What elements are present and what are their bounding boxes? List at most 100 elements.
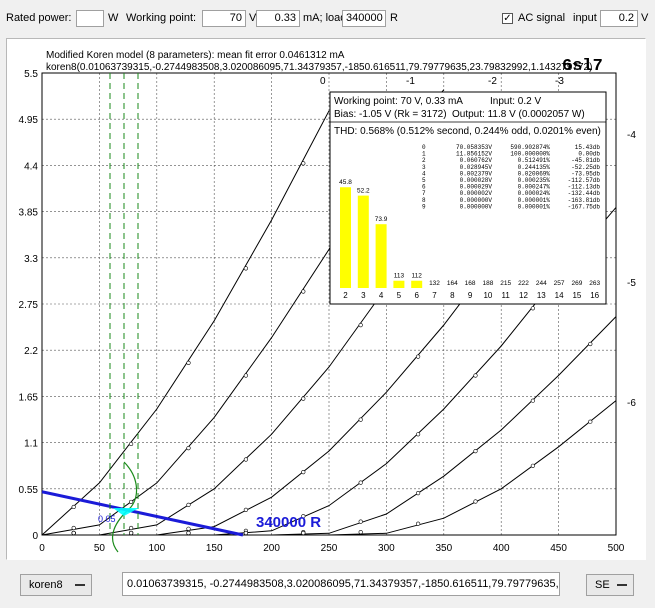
harmonic-cell: 0.512491% xyxy=(518,157,551,164)
rated-power-unit: W xyxy=(108,12,119,24)
harmonic-cell: 100.000000% xyxy=(510,151,550,158)
harmonic-cell: -132.44db xyxy=(568,190,601,197)
harmonic-bar-label: 188 xyxy=(482,280,493,287)
harmonic-cell: 0.000000V xyxy=(460,203,493,210)
load-input[interactable]: 340000 xyxy=(342,10,386,27)
plot-params: koren8(0.01063739315,-0.2744983508,3.020… xyxy=(46,62,592,73)
harmonic-bar-label: 132 xyxy=(429,280,440,287)
harmonic-cell: 5 xyxy=(422,177,426,184)
harmonic-bar xyxy=(375,224,387,288)
harmonic-bar-label: 244 xyxy=(536,280,547,287)
harmonic-bar xyxy=(393,280,405,288)
ac-signal-checkbox[interactable]: ✓ xyxy=(502,13,513,24)
harmonic-bar-index: 9 xyxy=(468,291,473,300)
data-point xyxy=(588,341,593,347)
data-point xyxy=(301,530,306,536)
rated-power-input[interactable] xyxy=(76,10,104,27)
x-tick-label: 150 xyxy=(206,543,223,554)
x-tick-label: 400 xyxy=(493,543,510,554)
harmonic-cell: 15.43db xyxy=(575,144,601,151)
harmonic-bar-label: 164 xyxy=(447,280,458,287)
plate-curve xyxy=(41,110,330,536)
model-params-field[interactable]: 0.01063739315, -0.2744983508,3.020086095… xyxy=(122,572,560,596)
info-bias: Bias: -1.05 V (Rk = 3172) xyxy=(334,109,447,120)
y-tick-label: 0.55 xyxy=(19,485,39,496)
harmonic-cell: -73.95db xyxy=(571,170,600,177)
harmonic-bar-label: 73.9 xyxy=(375,216,388,223)
harmonic-bar-index: 5 xyxy=(397,291,402,300)
curve-label: 0 xyxy=(320,76,326,87)
data-point xyxy=(530,463,536,468)
data-point xyxy=(416,491,421,496)
harmonic-bar-label: 215 xyxy=(500,280,511,287)
harmonic-cell: 9 xyxy=(422,203,426,210)
harmonic-cell: 0.000001% xyxy=(518,197,551,204)
x-tick-label: 0 xyxy=(39,543,45,554)
harmonic-cell: 4 xyxy=(422,170,426,177)
data-point xyxy=(186,446,191,451)
harmonic-cell: 0.002379V xyxy=(460,170,493,177)
data-point xyxy=(530,398,536,403)
tube-name: 6sl7 xyxy=(562,57,603,76)
y-tick-label: 4.95 xyxy=(19,115,39,126)
working-point-current-input[interactable]: 0.33 xyxy=(256,10,300,27)
data-point xyxy=(129,499,134,505)
bottom-controls: koren8 0.01063739315, -0.2744983508,3.02… xyxy=(0,566,655,608)
y-tick-label: 2.2 xyxy=(24,346,38,357)
data-point xyxy=(588,419,593,424)
data-point xyxy=(243,457,248,462)
harmonic-cell: 6 xyxy=(422,184,426,191)
harmonic-bar-label: 222 xyxy=(518,280,529,287)
mode-select[interactable]: SE xyxy=(586,574,634,596)
harmonic-cell: 0.000028V xyxy=(460,177,493,184)
harmonic-cell: 0.060762V xyxy=(460,157,493,164)
data-point xyxy=(473,499,478,504)
load-unit: R xyxy=(390,12,398,24)
data-point xyxy=(358,417,363,422)
y-tick-label: 1.1 xyxy=(24,439,38,450)
input-voltage-unit: V xyxy=(641,12,649,24)
harmonic-bar-label: 263 xyxy=(589,280,600,287)
input-voltage-input[interactable]: 0.2 xyxy=(600,10,638,27)
data-point xyxy=(243,266,248,271)
data-point xyxy=(186,502,191,507)
harmonic-bar xyxy=(340,187,351,288)
data-point xyxy=(416,432,421,437)
harmonic-cell: -167.75db xyxy=(568,203,601,210)
data-point xyxy=(71,504,76,510)
data-point xyxy=(243,373,248,378)
x-tick-label: 50 xyxy=(94,543,106,554)
top-controls: Rated power: W Working point: 70 V, 0.33… xyxy=(0,0,655,34)
x-tick-label: 200 xyxy=(263,543,280,554)
data-point xyxy=(301,289,306,294)
data-point xyxy=(186,360,191,366)
data-point xyxy=(473,373,478,378)
harmonic-bar-label: 113 xyxy=(394,273,405,280)
harmonic-cell: 11.856152V xyxy=(456,151,492,158)
data-point xyxy=(358,530,363,535)
model-select[interactable]: koren8 xyxy=(20,574,92,596)
curve-label: -3 xyxy=(555,76,564,87)
mode-select-value: SE xyxy=(595,579,610,591)
harmonic-bar-index: 15 xyxy=(572,291,581,300)
y-tick-label: 1.65 xyxy=(19,392,39,403)
data-point xyxy=(416,521,421,526)
harmonic-cell: 0.000001% xyxy=(518,203,551,210)
working-point-voltage-input[interactable]: 70 xyxy=(202,10,246,27)
bias-marker-label: 0.05 xyxy=(98,514,116,524)
chevron-down-icon xyxy=(75,584,85,586)
harmonic-cell: 0.000247% xyxy=(518,184,551,191)
harmonic-bar-index: 6 xyxy=(414,291,419,300)
working-point-current-unit: mA; load xyxy=(303,12,347,24)
data-point xyxy=(301,470,306,475)
curve-label: -4 xyxy=(627,130,636,141)
harmonic-cell: 0.020069% xyxy=(518,170,551,177)
harmonic-cell: 0.00db xyxy=(578,151,600,158)
data-point xyxy=(358,480,363,485)
curve-label: -2 xyxy=(488,76,497,87)
x-tick-label: 450 xyxy=(550,543,567,554)
harmonic-cell: 8 xyxy=(422,197,426,204)
x-tick-label: 350 xyxy=(435,543,452,554)
data-point xyxy=(473,449,478,454)
y-tick-label: 3.3 xyxy=(24,254,38,265)
